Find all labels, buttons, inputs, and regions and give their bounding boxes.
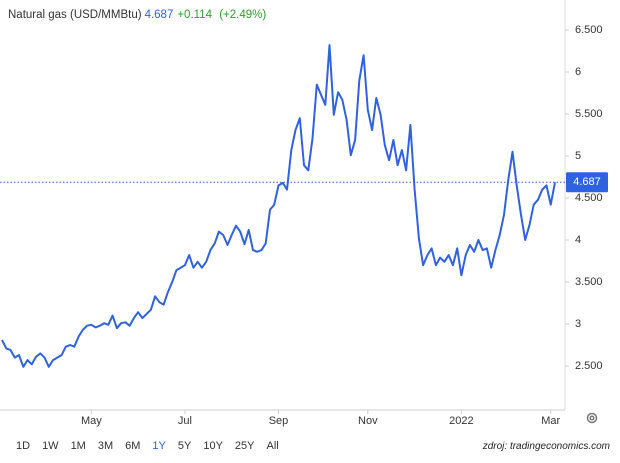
range-button[interactable]: 25Y [234, 440, 255, 452]
last-price-box [566, 172, 608, 193]
settings-icon[interactable] [586, 412, 598, 424]
range-button[interactable]: 3M [97, 440, 114, 452]
range-button[interactable]: 1M [70, 440, 86, 452]
y-tick-label: 6.500 [575, 24, 603, 36]
range-button[interactable]: 1D [16, 440, 31, 452]
change: +0.114 [177, 9, 212, 21]
header: Natural gas (USD/MMBtu) 4.687 +0.114 (+2.4… [8, 9, 266, 21]
y-tick-label: 4.500 [575, 192, 603, 204]
range-button[interactable]: 1Y [152, 440, 166, 452]
y-tick-label: 5 [575, 150, 581, 162]
title: Natural gas (USD/MMBtu) [8, 9, 142, 21]
last-price-label: 4.687 [573, 176, 601, 188]
range-button[interactable]: 1W [42, 440, 59, 452]
price: 4.687 [144, 9, 174, 21]
change-pct: (+2.49%) [219, 9, 267, 21]
price-line [1, 44, 556, 368]
range-buttons: 1D 1W 1M 3M 6M 1Y 5Y 10Y 25Y All [10, 440, 285, 452]
y-tick-label: 5.500 [575, 108, 603, 120]
x-tick-label: Nov [358, 415, 378, 427]
y-tick-label: 2.500 [575, 360, 603, 372]
x-tick-label: May [81, 415, 102, 427]
range-button[interactable]: 5Y [177, 440, 192, 452]
y-tick-label: 3 [575, 318, 581, 330]
source: zdroj: tradingeconomics.com [482, 441, 610, 452]
range-button[interactable]: 10Y [203, 440, 223, 452]
x-tick-label: Mar [541, 415, 560, 427]
range-button[interactable]: 6M [125, 440, 141, 452]
x-tick-label: Jul [178, 415, 192, 427]
range-button[interactable]: All [266, 440, 279, 452]
y-tick-label: 6 [575, 66, 581, 78]
y-tick-label: 3.500 [575, 276, 603, 288]
x-tick-label: 2022 [449, 415, 473, 427]
x-tick-label: Sep [269, 415, 289, 427]
y-tick-label: 4 [575, 234, 581, 246]
